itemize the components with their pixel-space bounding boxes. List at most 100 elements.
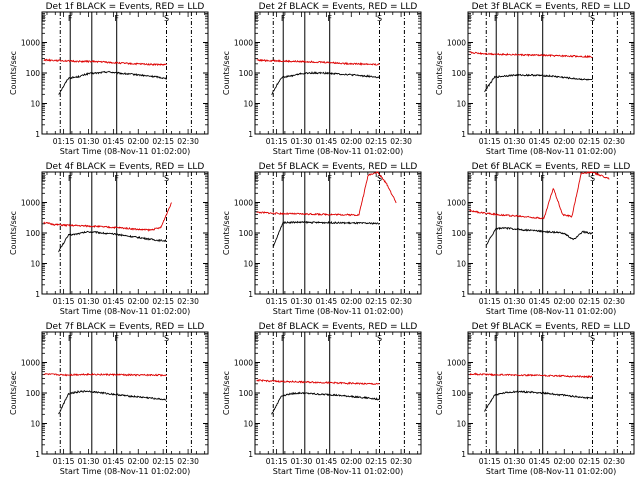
lld-series-line (256, 379, 380, 386)
detector-panel-3: Det 3f BLACK = Events, RED = LLD 1 10 100 10… (435, 2, 635, 156)
x-tick-label: 02:30 (390, 457, 412, 466)
x-tick-label: 01:15 (479, 297, 501, 306)
detector-panel-4: Det 4f BLACK = Events, RED = LLD 1 10 100 10… (9, 162, 209, 316)
detector-panel-7: Det 7f BLACK = Events, RED = LLD 1 10 100 10… (9, 322, 209, 476)
flag-label: E (467, 334, 472, 343)
flag-label: F (540, 334, 545, 343)
lld-series-line (469, 171, 610, 220)
plot-frame (254, 331, 422, 455)
x-tick-label: 01:45 (316, 457, 338, 466)
flag-label: S (590, 174, 595, 183)
panel-title: Det 6f BLACK = Events, RED = LLD (472, 162, 631, 172)
flag-label: S (164, 14, 169, 23)
y-tick-label: 1000 (447, 199, 466, 208)
x-tick-label: 02:15 (578, 137, 600, 146)
plot-frame (254, 11, 422, 135)
flag-label: F (68, 14, 73, 23)
panel-title: Det 4f BLACK = Events, RED = LLD (46, 162, 205, 172)
y-tick-label: 100 (26, 229, 41, 238)
x-tick-label: 01:45 (316, 297, 338, 306)
x-tick-label: 02:15 (152, 457, 174, 466)
y-tick-label: 1000 (234, 39, 253, 48)
y-tick-label: 1000 (447, 39, 466, 48)
x-tick-label: 02:30 (390, 137, 412, 146)
lld-series-line (256, 58, 380, 66)
y-tick-label: 100 (239, 229, 254, 238)
y-tick-label: 1 (35, 450, 40, 459)
flag-label: E (41, 334, 46, 343)
x-tick-label: 02:30 (390, 297, 412, 306)
flag-label: E (254, 14, 259, 23)
flag-label: E (467, 14, 472, 23)
x-tick-label: 02:30 (603, 137, 625, 146)
panel-title: Det 5f BLACK = Events, RED = LLD (259, 162, 418, 172)
flag-label: S (590, 14, 595, 23)
x-tick-label: 01:15 (53, 457, 75, 466)
x-tick-label: 02:30 (177, 457, 199, 466)
x-tick-label: 01:30 (78, 297, 100, 306)
flag-label: F (494, 14, 499, 23)
x-tick-label: 01:45 (103, 297, 125, 306)
x-tick-label: 02:30 (603, 457, 625, 466)
events-series-line (271, 71, 380, 95)
y-tick-label: 10 (243, 100, 253, 109)
x-tick-label: 01:30 (291, 457, 313, 466)
y-tick-label: 10 (30, 100, 40, 109)
y-axis-label: Counts/sec (435, 211, 444, 255)
lld-series-line (43, 58, 167, 67)
y-axis-label: Counts/sec (9, 371, 18, 415)
y-tick-label: 1000 (234, 199, 253, 208)
x-tick-label: 01:15 (53, 297, 75, 306)
x-tick-label: 02:30 (177, 137, 199, 146)
x-tick-label: 01:45 (103, 457, 125, 466)
flag-label: E (467, 174, 472, 183)
y-axis-label: Counts/sec (222, 211, 231, 255)
y-tick-label: 1 (248, 290, 253, 299)
x-tick-label: 01:30 (291, 137, 313, 146)
flag-label: E (41, 14, 46, 23)
y-tick-label: 100 (239, 389, 254, 398)
flag-label: S (377, 334, 382, 343)
x-axis-label: Start Time (08-Nov-11 01:02:00) (273, 147, 403, 156)
x-tick-label: 01:30 (291, 297, 313, 306)
x-tick-label: 02:15 (365, 457, 387, 466)
x-tick-label: 02:00 (340, 457, 362, 466)
y-tick-label: 10 (30, 260, 40, 269)
y-tick-label: 10 (456, 100, 466, 109)
x-tick-label: 01:45 (529, 137, 551, 146)
x-tick-label: 01:45 (529, 297, 551, 306)
y-tick-label: 1 (461, 130, 466, 139)
lld-series-line (43, 202, 172, 232)
x-axis-label: Start Time (08-Nov-11 01:02:00) (60, 307, 190, 316)
x-tick-label: 01:15 (266, 297, 288, 306)
flag-label: S (164, 334, 169, 343)
x-tick-label: 02:00 (553, 297, 575, 306)
flag-label: F (68, 334, 73, 343)
x-tick-label: 01:30 (504, 137, 526, 146)
x-tick-label: 02:00 (553, 457, 575, 466)
lld-series-line (43, 372, 167, 377)
y-tick-label: 1 (248, 450, 253, 459)
x-tick-label: 02:15 (578, 457, 600, 466)
x-tick-label: 01:15 (266, 137, 288, 146)
y-tick-label: 1 (35, 130, 40, 139)
events-series-line (58, 70, 167, 95)
y-axis-label: Counts/sec (222, 51, 231, 95)
y-tick-label: 1 (248, 130, 253, 139)
y-tick-label: 1000 (21, 199, 40, 208)
flag-label: F (540, 14, 545, 23)
y-axis-label: Counts/sec (9, 51, 18, 95)
events-series-line (58, 230, 167, 253)
x-tick-label: 02:30 (177, 297, 199, 306)
x-tick-label: 01:30 (78, 137, 100, 146)
x-axis-label: Start Time (08-Nov-11 01:02:00) (486, 147, 616, 156)
flag-label: F (114, 14, 119, 23)
plot-frame (467, 331, 635, 455)
events-series-line (484, 73, 593, 93)
y-tick-label: 100 (452, 229, 467, 238)
lld-series-line (256, 171, 397, 217)
y-tick-label: 100 (452, 69, 467, 78)
lld-series-line (469, 51, 593, 59)
x-tick-label: 01:30 (78, 457, 100, 466)
x-tick-label: 01:15 (479, 137, 501, 146)
